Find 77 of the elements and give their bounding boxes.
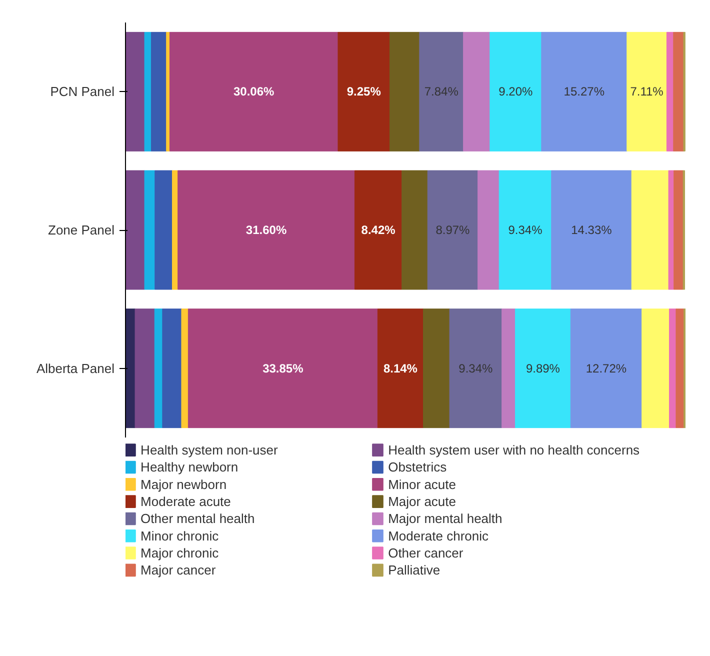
legend-label: Minor chronic [140, 528, 220, 544]
bar [541, 32, 628, 152]
data-label: 7.84% [424, 84, 459, 99]
bar [126, 32, 145, 152]
data-label: 14.33% [571, 223, 612, 237]
data-label: 8.42% [361, 223, 396, 237]
legend-label: Healthy newborn [140, 460, 238, 475]
y-tick-label: Zone Panel [48, 222, 115, 238]
data-label: 9.25% [346, 84, 382, 99]
data-label: 33.85% [262, 361, 304, 376]
bar [181, 308, 188, 428]
bar [390, 32, 420, 152]
data-label: 15.27% [564, 84, 605, 99]
bar [154, 308, 163, 428]
bar [422, 308, 450, 428]
legend-label: Major acute [388, 494, 456, 510]
legend-label: Obstetrics [388, 460, 448, 475]
bar [515, 308, 571, 428]
legend-label: Major cancer [140, 562, 216, 578]
bar [172, 170, 178, 290]
legend-label: Moderate chronic [388, 528, 490, 544]
bar [354, 170, 402, 290]
bar [551, 170, 632, 290]
legend-label: Major chronic [140, 546, 220, 561]
bar [154, 170, 172, 290]
bar [642, 308, 670, 428]
data-label: 30.06% [234, 84, 275, 99]
bar [162, 308, 182, 428]
bar [427, 170, 478, 290]
bar [673, 32, 684, 152]
bar [188, 308, 378, 428]
bar [377, 308, 424, 428]
bar [338, 32, 390, 152]
bar [134, 308, 155, 428]
bar [463, 32, 490, 152]
legend-label: Health system non-user [140, 442, 279, 458]
bar [419, 32, 464, 152]
y-tick-label: PCN Panel [50, 84, 115, 100]
bar [666, 32, 674, 152]
data-label: 8.97% [436, 223, 470, 237]
bar [498, 170, 552, 290]
bar [502, 308, 516, 428]
data-label: 9.34% [458, 361, 494, 376]
data-label: 31.60% [246, 223, 287, 237]
legend-label: Other mental health [140, 511, 255, 526]
legend-label: Health system user with no health concerns [388, 442, 640, 458]
data-label: 9.89% [526, 361, 560, 376]
data-label: 12.72% [586, 361, 627, 376]
bar [490, 32, 542, 152]
bar [631, 170, 669, 290]
legend-label: Moderate acute [140, 494, 231, 510]
y-tick-label: Alberta Panel [36, 360, 115, 376]
legend-label: Other cancer [388, 546, 464, 561]
data-label: 9.20% [498, 84, 534, 99]
legend-label: Major mental health [388, 511, 502, 526]
bar [669, 308, 676, 428]
data-label: 8.14% [383, 361, 418, 376]
bar [570, 308, 642, 428]
legend-label: Palliative [388, 562, 440, 578]
legend-label: Major newborn [140, 476, 227, 492]
bar [166, 32, 170, 152]
bar [449, 308, 502, 428]
bar [126, 170, 145, 290]
bar [144, 32, 152, 152]
data-label: 7.11% [630, 84, 664, 99]
bar [402, 170, 428, 290]
data-label: 9.34% [508, 223, 543, 237]
bar [674, 170, 684, 290]
bar [478, 170, 500, 290]
bar [626, 32, 667, 152]
legend-label: Minor acute [388, 476, 456, 492]
bar [676, 308, 684, 428]
bar [668, 170, 674, 290]
bar [178, 170, 355, 290]
bar [144, 170, 156, 290]
bar [151, 32, 167, 152]
bar [169, 32, 338, 152]
